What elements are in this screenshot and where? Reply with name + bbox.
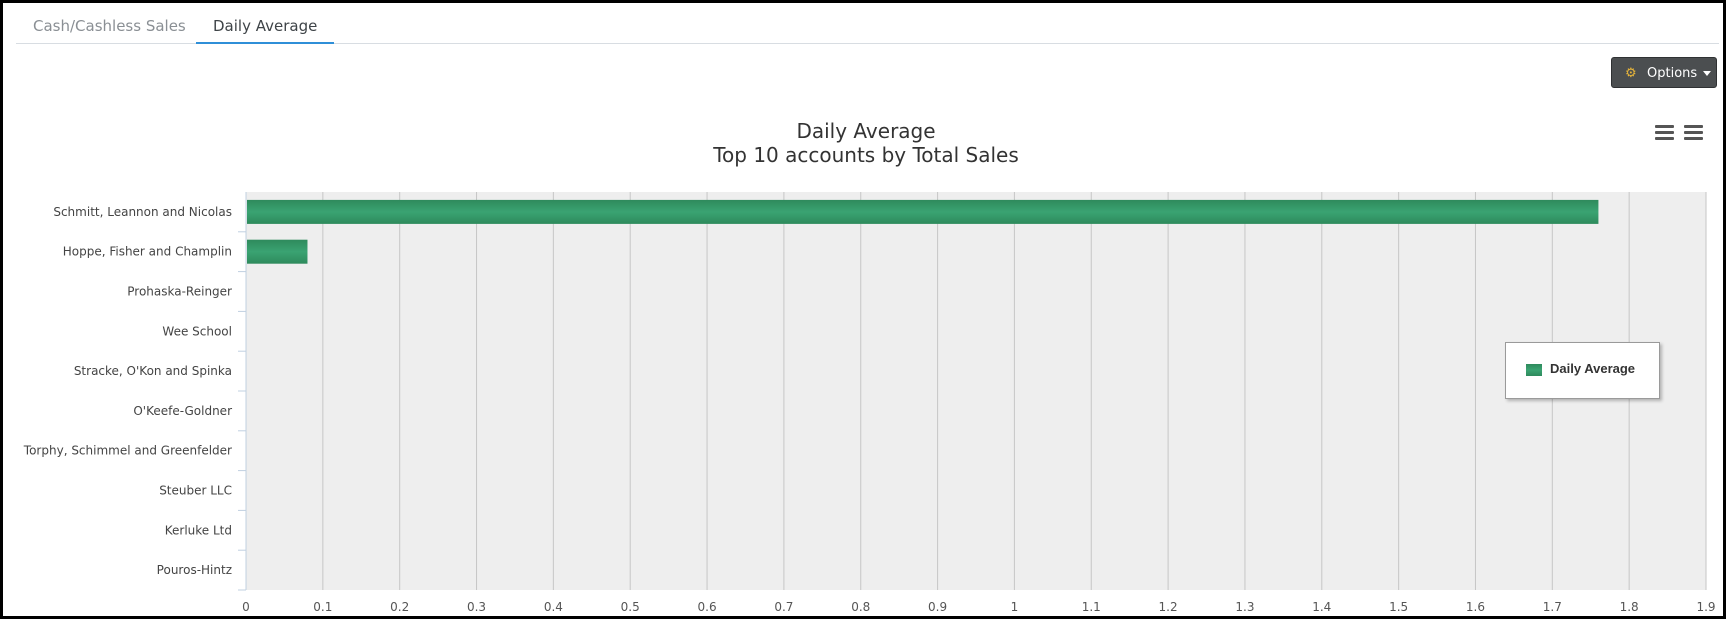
y-category-label: Hoppe, Fisher and Champlin (63, 245, 232, 259)
y-category-label: Torphy, Schimmel and Greenfelder (23, 444, 232, 458)
x-tick-label: 0.3 (467, 600, 486, 614)
x-tick-label: 1.2 (1159, 600, 1178, 614)
x-tick-label: 1 (1011, 600, 1019, 614)
y-category-label: Stracke, O'Kon and Spinka (74, 364, 232, 378)
hamburger-menu-icon[interactable] (1655, 125, 1674, 141)
y-category-label: Kerluke Ltd (165, 523, 232, 537)
x-tick-label: 0.1 (313, 600, 332, 614)
hamburger-menu-icon[interactable] (1684, 125, 1703, 141)
x-tick-label: 0.5 (621, 600, 640, 614)
x-tick-label: 1.7 (1543, 600, 1562, 614)
chart-subtitle: Top 10 accounts by Total Sales (713, 143, 1019, 167)
legend-label: Daily Average (1550, 361, 1636, 376)
options-label: Options (1647, 66, 1698, 81)
x-tick-label: 1.3 (1235, 600, 1254, 614)
x-tick-label: 0.4 (544, 600, 563, 614)
tab-daily-average[interactable]: Daily Average (196, 15, 335, 44)
y-category-label: Schmitt, Leannon and Nicolas (53, 205, 232, 219)
tab-bar: Cash/Cashless Sales Daily Average (16, 9, 1719, 44)
x-tick-label: 1.5 (1389, 600, 1408, 614)
options-button[interactable]: ⚙ Options (1611, 57, 1717, 88)
chart-legend[interactable]: Daily Average (1505, 342, 1660, 399)
x-tick-label: 0.6 (698, 600, 717, 614)
bar-chart: 0 0.1 0.2 0.3 0.4 0.5 0.6 0.7 0.8 0.9 1 1.1 1.2 1.3 1.… (23, 192, 1716, 614)
x-tick-label: 0.8 (851, 600, 870, 614)
y-category-label: Wee School (162, 324, 232, 338)
y-category-label: Pouros-Hintz (157, 563, 232, 577)
tab-cash-cashless-sales[interactable]: Cash/Cashless Sales (33, 17, 186, 35)
x-tick-label: 1.8 (1620, 600, 1639, 614)
legend-swatch (1526, 364, 1542, 376)
x-tick-label: 1.6 (1466, 600, 1485, 614)
y-category-label: Steuber LLC (159, 484, 232, 498)
caret-down-icon (1703, 71, 1711, 76)
x-tick-label: 1.1 (1082, 600, 1101, 614)
x-tick-label: 1.9 (1696, 600, 1715, 614)
plot-area (246, 192, 1706, 590)
x-tick-label: 0.2 (390, 600, 409, 614)
bar (247, 199, 1599, 224)
x-tick-label: 0.7 (774, 600, 793, 614)
chart-title: Daily Average (796, 119, 936, 143)
y-category-label: Prohaska-Reinger (127, 285, 232, 299)
y-category-label: O'Keefe-Goldner (133, 404, 232, 418)
x-tick-label: 0.9 (928, 600, 947, 614)
x-tick-label: 0 (242, 600, 250, 614)
x-tick-label: 1.4 (1312, 600, 1331, 614)
gear-icon: ⚙ (1625, 66, 1637, 81)
bar (247, 239, 308, 264)
